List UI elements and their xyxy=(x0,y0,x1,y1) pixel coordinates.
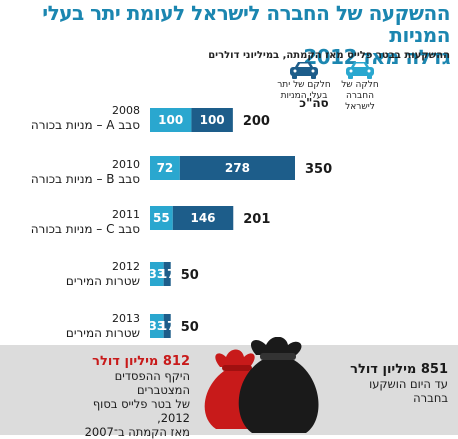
row-label-2013: 2013 שטרות המירים xyxy=(65,312,140,340)
bar-label-others-2008: 100 xyxy=(158,113,183,127)
car-icon xyxy=(346,62,374,79)
bar-label-others-2011: 55 xyxy=(153,211,170,225)
title-line-2: גדלה מאז 2012 xyxy=(303,45,450,69)
bar-total-2010: 350 xyxy=(305,162,332,177)
bar-others-2010 xyxy=(150,156,180,180)
bar-others-2013 xyxy=(150,314,164,338)
bar-label-others-2013: 33 xyxy=(148,319,165,333)
row-label-2008: 2008 סבב A – מניות בכורה xyxy=(30,104,140,132)
bar-label-israel-corp-2011: 146 xyxy=(190,211,215,225)
bar-label-israel-corp-2008: 100 xyxy=(200,113,225,127)
bar-others-2011 xyxy=(150,206,173,230)
investment-summary: 851 מיליון דולר עד היום הושקעו בחברה xyxy=(326,362,448,406)
bar-israel-corp-2012 xyxy=(163,262,171,286)
legend-item-others: חלקם של יתר בעלי המניות xyxy=(276,60,332,102)
title-line-1: ההשקעה של החברה לישראל לעומת יתר בעלי המ… xyxy=(42,1,450,47)
bar-total-2008: 200 xyxy=(243,114,270,129)
losses-amount: 812 מיליון דולר xyxy=(92,354,190,369)
legend: חלקה של החברה לישראל חלקם של יתר בעלי המ… xyxy=(276,60,388,112)
legend-label-israel-corp: חלקה של החברה לישראל xyxy=(341,80,379,112)
bar-others-2012 xyxy=(150,262,164,286)
bar-label-others-2012: 33 xyxy=(148,267,165,281)
page-title: ההשקעה של החברה לישראל לעומת יתר בעלי המ… xyxy=(0,2,450,68)
total-header: סה"כ xyxy=(299,96,329,110)
bar-others-2008 xyxy=(150,108,192,132)
row-label-2012: 2012 שטרות המירים xyxy=(65,260,140,288)
bar-israel-corp-2010 xyxy=(179,156,295,180)
bar-total-2013: 50 xyxy=(181,320,199,335)
bar-label-israel-corp-2013: 17 xyxy=(159,319,176,333)
money-bags-icon xyxy=(204,337,319,433)
subtitle: ההשקעות בבטר פלייס מאז הקמתה, במיליוני ד… xyxy=(208,50,450,61)
bar-label-israel-corp-2012: 17 xyxy=(159,267,176,281)
bar-label-israel-corp-2010: 278 xyxy=(225,161,250,175)
row-label-2010: 2010 סבב B – מניות בכורה xyxy=(30,158,140,186)
row-label-2011: 2011 סבב C – מניות בכורה xyxy=(30,208,140,236)
row-labels: 2008 סבב A – מניות בכורה 2010 סבב B – מנ… xyxy=(30,104,140,340)
bar-total-2011: 201 xyxy=(243,212,270,227)
black-money-bag-icon xyxy=(238,337,319,433)
losses-summary: 812 מיליון דולר היקף ההפסדים המצטברים של… xyxy=(70,355,190,439)
bar-label-others-2010: 72 xyxy=(157,161,174,175)
bar-israel-corp-2011 xyxy=(172,206,234,230)
bar-total-2012: 50 xyxy=(181,268,199,283)
bar-israel-corp-2013 xyxy=(163,314,171,338)
legend-label-others: חלקם של יתר בעלי המניות xyxy=(277,80,331,101)
investment-amount: 851 מיליון דולר xyxy=(350,362,448,377)
car-icon xyxy=(290,62,318,79)
summary-panel: 812 מיליון דולר היקף ההפסדים המצטברים של… xyxy=(0,337,458,439)
bar-israel-corp-2008 xyxy=(191,108,233,132)
legend-item-israel-corp: חלקה של החברה לישראל xyxy=(332,60,388,113)
